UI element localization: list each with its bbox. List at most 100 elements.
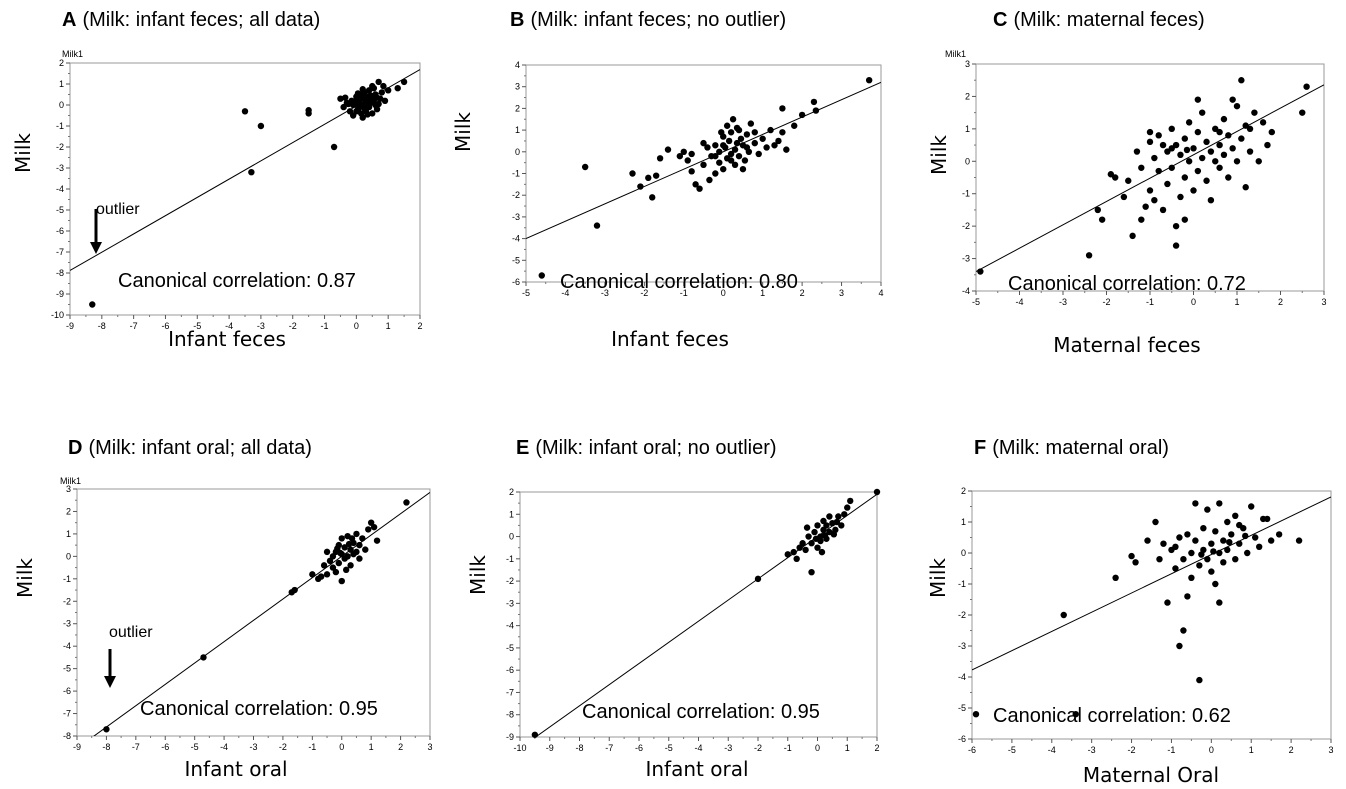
scatter-point <box>356 555 363 562</box>
scatter-point <box>706 176 713 184</box>
x-tick-label: -4 <box>561 288 569 298</box>
x-tick-label: -2 <box>1102 297 1110 307</box>
x-tick-label: 1 <box>386 321 391 331</box>
y-tick-label: 1 <box>66 529 71 539</box>
scatter-point <box>803 524 811 531</box>
y-axis-label: Milk <box>927 135 951 175</box>
scatter-point <box>1060 611 1067 619</box>
panel-title-text: (Milk: infant oral; all data) <box>88 437 311 459</box>
x-tick-label: -9 <box>546 743 554 753</box>
scatter-point <box>1164 180 1171 188</box>
scatter-point <box>637 183 644 190</box>
y-axis-name: Milk1 <box>945 49 966 59</box>
scatter-point <box>729 116 737 123</box>
scatter-point <box>1112 574 1119 581</box>
scatter-point <box>680 148 687 155</box>
y-tick-label: 2 <box>509 487 514 497</box>
scatter-point <box>341 544 348 551</box>
scatter-point <box>1192 537 1199 544</box>
scatter-point <box>1299 109 1306 116</box>
scatter-point <box>1220 537 1227 544</box>
y-tick-label: 2 <box>515 103 520 113</box>
y-tick-label: -8 <box>56 268 64 278</box>
scatter-point <box>847 497 854 505</box>
scatter-point <box>805 533 812 540</box>
y-tick-label: -2 <box>962 221 970 231</box>
scatter-point <box>823 522 830 529</box>
panel-title: E (Milk: infant oral; no outlier) <box>516 437 777 459</box>
y-tick-label: 1 <box>515 125 520 135</box>
scatter-point <box>1176 534 1183 541</box>
y-tick-label: -4 <box>962 286 970 296</box>
scatter-point <box>1164 148 1171 155</box>
scatter-point <box>692 181 699 188</box>
scatter-point <box>1181 216 1189 223</box>
panel-a: A (Milk: infant feces; all data) -9 -8 -7 -6 -… <box>11 9 423 351</box>
y-tick-label: -2 <box>958 610 966 620</box>
x-tick-label: -3 <box>1059 297 1067 307</box>
scatter-point <box>1172 543 1179 550</box>
outlier-label: outlier <box>109 624 153 641</box>
scatter-point <box>1232 512 1239 519</box>
scatter-point <box>743 144 751 151</box>
scatter-point <box>1224 518 1231 526</box>
scatter-point <box>1233 158 1241 165</box>
scatter-point <box>1252 534 1259 541</box>
x-tick-label: -3 <box>257 321 265 331</box>
scatter-point <box>375 100 382 108</box>
x-tick-label: 1 <box>369 742 374 752</box>
scatter-point <box>743 131 751 138</box>
scatter-point <box>1226 538 1233 546</box>
y-tick-label: -5 <box>512 255 520 265</box>
scatter-point <box>317 573 325 580</box>
scatter-point <box>727 157 735 164</box>
x-tick-label: -5 <box>1008 745 1016 755</box>
scatter-point <box>1146 187 1154 194</box>
x-tick-label: -3 <box>249 742 257 752</box>
scatter-point <box>812 107 820 114</box>
scatter-point <box>1160 540 1167 547</box>
scatter-point <box>844 504 851 511</box>
x-tick-label: 0 <box>339 742 344 752</box>
scatter-point <box>1212 125 1219 133</box>
panel-b: B (Milk: infant feces; no outlier) -5 -4 -3 -… <box>451 9 884 351</box>
scatter-point <box>798 111 806 119</box>
y-tick-label: -10 <box>51 310 64 320</box>
x-tick-label: -4 <box>220 742 228 752</box>
scatter-point <box>359 94 366 101</box>
scatter-point <box>1225 132 1232 139</box>
scatter-point <box>369 82 376 90</box>
scatter-point <box>370 523 378 531</box>
scatter-point <box>1098 216 1106 223</box>
scatter-point <box>830 531 838 538</box>
scatter-point <box>373 94 381 101</box>
scatter-point <box>1185 119 1193 126</box>
scatter-point <box>1172 565 1179 572</box>
scatter-point <box>1204 556 1211 563</box>
panel-c: C (Milk: maternal feces)-5 -4 -3 -2 -1 0 1 2 3-4-… <box>927 9 1327 357</box>
scatter-point <box>362 546 369 553</box>
x-tick-label: 0 <box>1209 745 1214 755</box>
y-tick-label: -1 <box>506 554 514 564</box>
scatter-point <box>754 575 762 583</box>
scatter-point <box>378 89 386 96</box>
y-tick-label: -8 <box>506 710 514 720</box>
scatter-point <box>835 513 842 520</box>
scatter-point <box>335 559 343 567</box>
x-tick-label: -9 <box>66 321 74 331</box>
y-tick-label: 4 <box>515 60 520 70</box>
scatter-point <box>1180 556 1187 563</box>
x-tick-label: -2 <box>640 288 648 298</box>
scatter-point <box>1236 540 1243 547</box>
panel-title: F (Milk: maternal oral) <box>974 437 1169 459</box>
panel-letter: B <box>510 9 524 31</box>
canonical-correlation-label: Canonical correlation: 0.72 <box>1008 273 1246 295</box>
scatter-point <box>1194 167 1202 175</box>
panel-letter: C <box>993 9 1007 31</box>
scatter-point <box>365 96 373 103</box>
scatter-point <box>1188 574 1195 581</box>
scatter-point <box>739 165 747 173</box>
scatter-point <box>814 544 821 551</box>
y-tick-label: -5 <box>56 205 64 215</box>
scatter-point <box>1181 174 1189 181</box>
